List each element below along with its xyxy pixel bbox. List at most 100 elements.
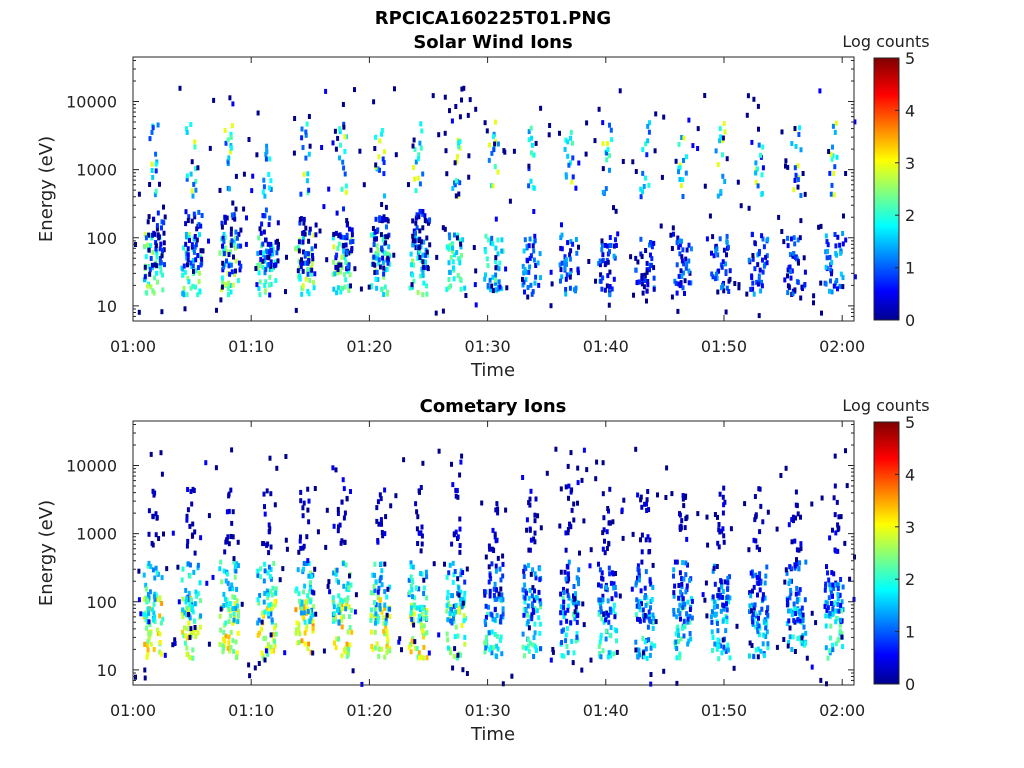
spectrogram-cell: [758, 249, 761, 254]
spectrogram-cell: [380, 286, 384, 292]
spectrogram-cell: [153, 614, 157, 620]
spectrogram-cell: [454, 193, 458, 199]
spectrogram-cell: [751, 280, 755, 286]
spectrogram-cell: [228, 149, 232, 155]
spectrogram-cell: [830, 289, 834, 295]
spectrogram-cell: [437, 448, 441, 454]
spectrogram-cell: [421, 460, 425, 466]
spectrogram-cell: [448, 269, 451, 275]
spectrogram-cell: [410, 587, 414, 593]
spectrogram-cell: [224, 633, 228, 639]
spectrogram-cell: [524, 645, 528, 651]
spectrogram-cell: [420, 654, 424, 660]
spectrogram-cell: [635, 597, 639, 603]
spectrogram-cell: [156, 279, 159, 285]
spectrogram-cell: [235, 598, 239, 604]
spectrogram-cell: [264, 266, 268, 272]
spectrogram-cell: [649, 605, 652, 611]
spectrogram-cell: [608, 249, 611, 255]
spectrogram-cell: [409, 610, 413, 616]
spectrogram-cell: [577, 244, 580, 250]
spectrogram-cell: [409, 649, 413, 655]
spectrogram-cell: [662, 114, 666, 120]
spectrogram-cell: [725, 615, 729, 621]
spectrogram-cell: [143, 244, 146, 250]
spectrogram-cell: [232, 242, 236, 248]
spectrogram-cell: [756, 646, 760, 652]
spectrogram-cell: [526, 619, 530, 625]
spectrogram-cell: [564, 632, 568, 638]
spectrogram-cell: [463, 285, 467, 291]
spectrogram-cell: [184, 633, 188, 639]
spectrogram-cell: [422, 585, 426, 591]
spectrogram-cell: [647, 129, 651, 135]
spectrogram-cell: [800, 284, 804, 290]
spectrogram-cell: [228, 648, 232, 654]
spectrogram-cell: [298, 631, 302, 637]
spectrogram-cell: [747, 653, 751, 659]
spectrogram-cell: [143, 264, 147, 270]
spectrogram-cell: [343, 255, 347, 261]
spectrogram-cell: [789, 236, 793, 242]
spectrogram-cell: [844, 448, 847, 454]
spectrogram-cell: [659, 223, 663, 229]
spectrogram-cell: [648, 120, 651, 126]
spectrogram-cell: [797, 590, 801, 596]
spectrogram-cell: [524, 566, 528, 572]
spectrogram-cell: [732, 665, 736, 671]
spectrogram-cell: [148, 182, 152, 187]
spectrogram-cell: [757, 142, 761, 148]
spectrogram-cell: [559, 486, 563, 492]
spectrogram-cell: [786, 235, 789, 241]
spectrogram-cell: [749, 593, 753, 599]
spectrogram-cell: [535, 648, 538, 653]
spectrogram-cell: [725, 619, 729, 625]
spectrogram-cell: [653, 148, 657, 154]
spectrogram-cell: [758, 547, 761, 553]
spectrogram-cell: [834, 243, 838, 249]
spectrogram-cell: [572, 584, 576, 589]
spectrogram-cell: [269, 186, 273, 192]
spectrogram-cell: [726, 594, 730, 600]
spectrogram-cell: [491, 527, 495, 533]
spectrogram-cell: [531, 585, 535, 591]
spectrogram-cell: [571, 155, 575, 161]
spectrogram-cell: [644, 248, 648, 253]
spectrogram-cell: [151, 249, 155, 255]
spectrogram-cell: [719, 189, 723, 194]
spectrogram-cell: [193, 550, 197, 556]
spectrogram-cell: [484, 639, 487, 645]
spectrogram-cell: [529, 253, 533, 259]
spectrogram-cell: [679, 636, 683, 642]
spectrogram-cell: [231, 594, 235, 600]
spectrogram-cell: [451, 245, 455, 251]
spectrogram-cell: [483, 276, 487, 282]
spectrogram-cell: [589, 657, 593, 663]
spectrogram-cell: [721, 138, 725, 144]
spectrogram-cell: [397, 639, 401, 645]
spectrogram-cell: [236, 278, 240, 284]
spectrogram-cell: [181, 290, 185, 296]
spectrogram-cell: [499, 577, 503, 583]
spectrogram-cell: [230, 238, 234, 244]
spectrogram-cell: [713, 581, 717, 587]
spectrogram-cell: [599, 635, 603, 641]
spectrogram-cell: [737, 285, 741, 291]
spectrogram-cell: [285, 546, 289, 552]
spectrogram-cell: [425, 574, 429, 580]
spectrogram-cell: [158, 181, 161, 187]
spectrogram-cell: [154, 161, 158, 167]
spectrogram-cell: [835, 278, 839, 283]
spectrogram-cell: [422, 644, 426, 650]
spectrogram-cell: [269, 576, 273, 582]
spectrogram-cell: [532, 257, 536, 263]
spectrogram-cell: [340, 254, 344, 260]
spectrogram-cell: [425, 249, 429, 255]
spectrogram-cell: [448, 562, 452, 568]
spectrogram-cell: [295, 620, 299, 626]
spectrogram-cell: [765, 620, 768, 625]
spectrogram-cell: [682, 624, 686, 630]
spectrogram-cell: [721, 526, 725, 532]
spectrogram-cell: [414, 230, 417, 236]
spectrogram-cell: [413, 146, 417, 152]
